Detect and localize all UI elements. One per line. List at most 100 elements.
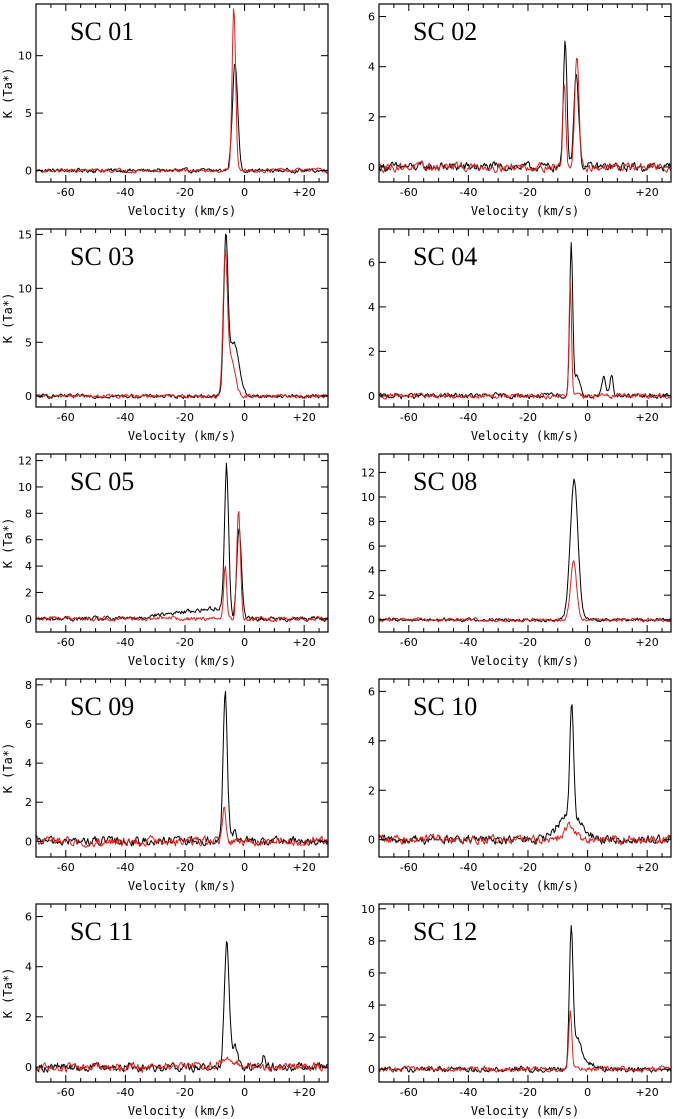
x-tick-label: -20: [176, 636, 194, 649]
x-tick-label: 0: [584, 186, 591, 199]
y-tick-label: 4: [368, 565, 375, 578]
panel-title: SC 03: [70, 242, 134, 271]
series-line-red: [36, 806, 328, 848]
y-tick-label: 12: [361, 466, 375, 479]
series-line-black: [36, 941, 328, 1073]
panel-title: SC 12: [413, 917, 477, 946]
y-tick-label: 2: [368, 1031, 375, 1044]
x-tick-label: 0: [241, 861, 248, 874]
x-tick-label: -20: [176, 1086, 194, 1099]
x-tick-label: 0: [584, 861, 591, 874]
x-tick-label: -60: [400, 411, 418, 424]
y-tick-label: 4: [368, 735, 375, 748]
spectrum-panel: -60 -40 -20 0 +20 0 5 10 SC 01 Velocity (km/s) K (…: [1, 3, 329, 218]
y-tick-label: 8: [368, 516, 375, 529]
spectrum-panel: -60 -40 -20 0 +20 0 2 4 6 SC 02 Velocity (km/s): [368, 3, 672, 218]
x-axis-label: Velocity (km/s): [471, 429, 579, 443]
panel-title: SC 02: [413, 17, 477, 46]
series-line-red: [379, 821, 671, 846]
x-tick-label: -60: [57, 636, 75, 649]
y-tick-label: 6: [368, 256, 375, 269]
y-tick-label: 2: [368, 345, 375, 358]
plot-frame: [35, 228, 329, 408]
y-axis-label: K (Ta*): [1, 68, 15, 119]
x-tick-label: -20: [519, 411, 537, 424]
y-tick-label: 4: [25, 757, 32, 770]
series-line-red: [36, 1056, 328, 1073]
x-tick-label: -20: [176, 861, 194, 874]
x-tick-label: +20: [636, 1086, 659, 1099]
x-tick-label: +20: [293, 186, 316, 199]
plot-frame: [378, 228, 672, 408]
plot-frame: [378, 453, 672, 633]
y-tick-label: 0: [25, 165, 32, 178]
x-tick-label: +20: [293, 636, 316, 649]
plot-frame: [378, 903, 672, 1083]
y-tick-label: 2: [25, 1011, 32, 1024]
panel-title: SC 09: [70, 692, 134, 721]
y-tick-label: 6: [25, 911, 32, 924]
y-axis-label: K (Ta*): [1, 293, 15, 344]
series-line-red: [379, 560, 671, 623]
x-tick-label: 0: [241, 411, 248, 424]
y-tick-label: 10: [18, 481, 32, 494]
spectrum-panel: -60 -40 -20 0 +20 0 2 4 6 8 SC 09 Velocity (km/s) K …: [1, 678, 329, 893]
y-tick-label: 8: [25, 507, 32, 520]
y-axis-label: K (Ta*): [1, 968, 15, 1019]
spectrum-panel: -60 -40 -20 0 +20 0 2 4 6 8 10 12 SC 05 Velocity (km/…: [1, 453, 329, 668]
spectrum-panel: -60 -40 -20 0 +20 0 2 4 6 8 10 SC 12 Velocity (km/s): [361, 903, 672, 1118]
panel-title: SC 01: [70, 17, 134, 46]
y-tick-label: 6: [368, 11, 375, 24]
panel-title: SC 05: [70, 467, 134, 496]
series-line-black: [379, 40, 671, 173]
series-line-black: [379, 704, 671, 845]
y-tick-label: 2: [25, 796, 32, 809]
series-line-red: [379, 57, 671, 174]
series-line-black: [379, 242, 671, 400]
y-tick-label: 12: [18, 455, 32, 468]
series-line-black: [379, 925, 671, 1073]
x-tick-label: -60: [57, 411, 75, 424]
spectrum-panel: -60 -40 -20 0 +20 0 2 4 6 8 10 12 SC 08 Velocity (km/…: [361, 453, 672, 668]
panel-title: SC 04: [413, 242, 477, 271]
x-tick-label: 0: [241, 186, 248, 199]
y-tick-label: 0: [25, 835, 32, 848]
series-line-black: [36, 64, 328, 174]
x-tick-label: -40: [116, 636, 134, 649]
x-tick-label: -20: [519, 186, 537, 199]
y-tick-label: 10: [18, 282, 32, 295]
x-axis-label: Velocity (km/s): [471, 204, 579, 218]
y-tick-label: 0: [25, 390, 32, 403]
y-tick-label: 5: [25, 107, 32, 120]
y-tick-label: 10: [361, 903, 375, 916]
y-tick-label: 4: [25, 560, 32, 573]
y-tick-label: 6: [25, 718, 32, 731]
y-tick-label: 8: [25, 679, 32, 692]
x-axis-label: Velocity (km/s): [471, 654, 579, 668]
y-tick-label: 2: [25, 586, 32, 599]
y-tick-label: 0: [368, 390, 375, 403]
x-tick-label: -40: [459, 411, 477, 424]
x-tick-label: +20: [293, 1086, 316, 1099]
x-tick-label: +20: [636, 186, 659, 199]
y-tick-label: 2: [368, 111, 375, 124]
x-tick-label: -40: [459, 1086, 477, 1099]
x-tick-label: -40: [116, 411, 134, 424]
x-axis-label: Velocity (km/s): [128, 654, 236, 668]
y-tick-label: 15: [18, 228, 32, 241]
x-tick-label: -60: [400, 186, 418, 199]
series-line-black: [36, 233, 328, 400]
x-tick-label: -20: [519, 1086, 537, 1099]
spectrum-panel: -60 -40 -20 0 +20 0 2 4 6 SC 11 Velocity (km/s) K (…: [1, 903, 329, 1118]
x-tick-label: 0: [241, 1086, 248, 1099]
y-tick-label: 2: [368, 784, 375, 797]
panel-title: SC 08: [413, 467, 477, 496]
y-tick-label: 4: [368, 61, 375, 74]
spectrum-panel: -60 -40 -20 0 +20 0 2 4 6 SC 04 Velocity (km/s): [368, 228, 672, 443]
x-tick-label: +20: [293, 411, 316, 424]
x-tick-label: 0: [584, 1086, 591, 1099]
x-tick-label: -60: [400, 1086, 418, 1099]
x-tick-label: -40: [116, 1086, 134, 1099]
y-tick-label: 0: [25, 1061, 32, 1074]
